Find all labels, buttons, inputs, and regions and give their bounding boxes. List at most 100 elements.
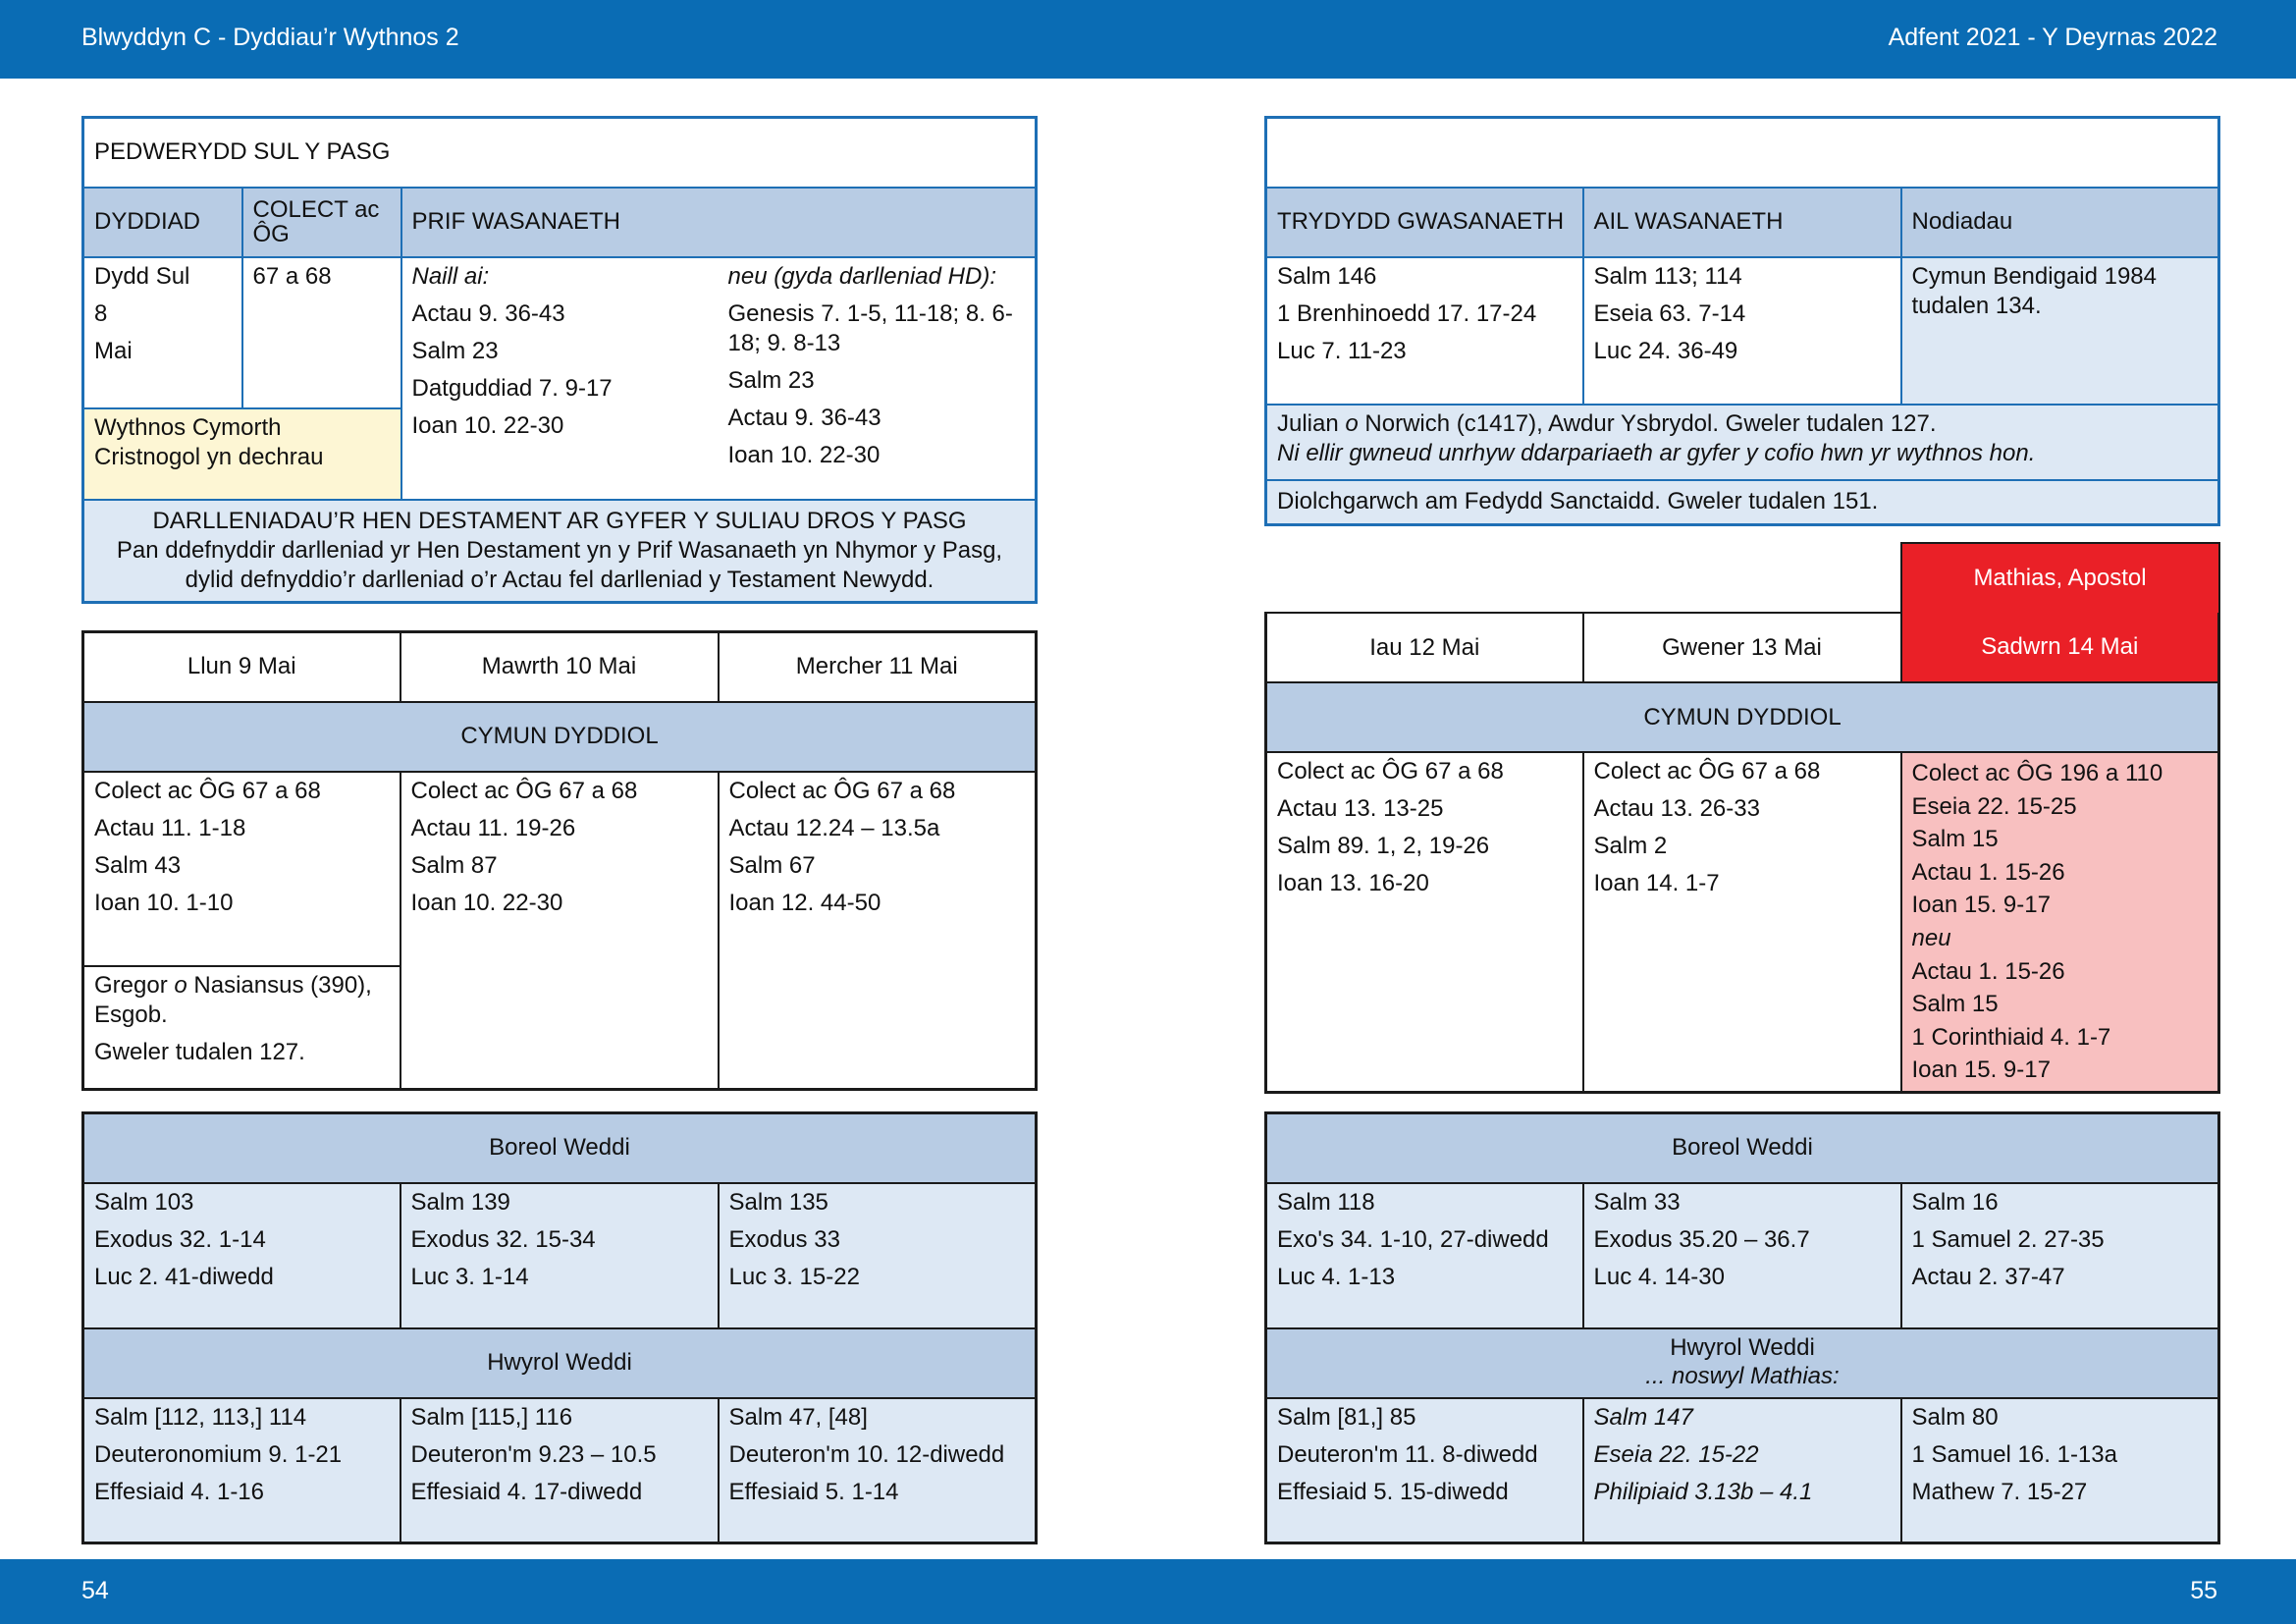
col-dyddiad: DYDDIAD: [81, 186, 243, 258]
office-cell: Salm [112, 113,] 114 Deuteronomium 9. 1-…: [81, 1396, 401, 1544]
office-cell: Salm 118 Exo's 34. 1-10, 27-diwedd Luc 4…: [1264, 1181, 1584, 1329]
cymun-cell: Colect ac ÔG 67 a 68 Actau 13. 13-25 Sal…: [1264, 750, 1584, 1094]
reading: Exo's 34. 1-10, 27-diwedd: [1277, 1225, 1549, 1253]
sunday-title: PEDWERYDD SUL Y PASG: [81, 116, 1038, 189]
reading: Colect ac ÔG 67 a 68: [410, 777, 638, 804]
cymun-cell: Colect ac ÔG 67 a 68 Actau 13. 26-33 Sal…: [1581, 750, 1902, 1094]
reading: Salm 23: [411, 337, 499, 364]
col-prif-wasanaeth: PRIF WASANAETH: [400, 186, 1038, 258]
office-cell: Salm 16 1 Samuel 2. 27-35 Actau 2. 37-47: [1899, 1181, 2220, 1329]
date-line: 8: [94, 299, 108, 327]
reading: Eseia 63. 7-14: [1593, 299, 1746, 327]
reading: Actau 13. 13-25: [1277, 795, 1444, 822]
reading: Colect ac ÔG 67 a 68: [728, 777, 956, 804]
reading: Exodus 32. 15-34: [410, 1225, 596, 1253]
boreol-weddi-title: Boreol Weddi: [1264, 1111, 2220, 1184]
trydydd-cell: Salm 146 1 Brenhinoedd 17. 17-24 Luc 7. …: [1264, 255, 1584, 406]
reading: Colect ac ÔG 67 a 68: [94, 777, 321, 804]
reading: Effesiaid 4. 1-16: [94, 1478, 265, 1505]
ail-cell: Salm 113; 114 Eseia 63. 7-14 Luc 24. 36-…: [1581, 255, 1902, 406]
colect-cell: 67 a 68: [240, 255, 402, 409]
sunday-title-right: [1264, 116, 2220, 189]
office-cell: Salm 47, [48] Deuteron'm 10. 12-diwedd E…: [717, 1396, 1038, 1544]
reading: Luc 2. 41-diwedd: [94, 1263, 274, 1290]
hwyrol-weddi-header: Hwyrol Weddi ... noswyl Mathias:: [1264, 1326, 2220, 1399]
reading: Salm 33: [1593, 1188, 1681, 1216]
reading: Deuteron'm 11. 8-diwedd: [1277, 1440, 1538, 1468]
date-line: Dydd Sul: [94, 262, 190, 290]
reading: Salm 135: [728, 1188, 828, 1216]
reading: Salm 15: [1911, 991, 1999, 1018]
page-number-left: 54: [81, 1577, 109, 1604]
reading: Ioan 14. 1-7: [1593, 870, 1720, 896]
office-cell-eve: Salm 147 Eseia 22. 15-22 Philipiaid 3.13…: [1581, 1396, 1902, 1544]
office-cell: Salm [115,] 116 Deuteron'm 9.23 – 10.5 E…: [399, 1396, 720, 1544]
col-colect: COLECT ac ÔG: [240, 186, 402, 258]
sunday-table-left: PEDWERYDD SUL Y PASG DYDDIAD COLECT ac Ô…: [81, 116, 1038, 604]
feast-label: Mathias, Apostol: [1899, 542, 2220, 613]
reading: Salm 2: [1593, 833, 1668, 859]
reading: Deuteron'm 10. 12-diwedd: [728, 1440, 1005, 1468]
day-heading: Mawrth 10 Mai: [399, 630, 720, 703]
reading: Salm 103: [94, 1188, 194, 1216]
reading: Ioan 15. 9-17: [1911, 1056, 2051, 1084]
reading: Ioan 10. 1-10: [94, 889, 234, 916]
weekday-table-left: Llun 9 Mai Mawrth 10 Mai Mercher 11 Mai …: [81, 630, 1038, 1091]
hwyrol-weddi-title: Hwyrol Weddi: [81, 1326, 1038, 1399]
reading: Luc 24. 36-49: [1593, 337, 1738, 364]
reading: Actau 11. 1-18: [94, 814, 246, 841]
reading: Luc 7. 11-23: [1277, 337, 1407, 364]
hwyrol-weddi-subtitle: ... noswyl Mathias:: [1645, 1363, 1840, 1389]
header-right: Adfent 2021 - Y Deyrnas 2022: [1888, 24, 2217, 51]
reading: Salm 113; 114: [1593, 262, 1742, 290]
cymun-cell: Colect ac ÔG 67 a 68 Actau 11. 1-18 Salm…: [81, 770, 401, 967]
reading: Actau 1. 15-26: [1911, 957, 2065, 985]
reading: Colect ac ÔG 196 a 110: [1911, 760, 2163, 786]
reading: 1 Samuel 16. 1-13a: [1911, 1440, 2117, 1468]
naill-ai-cell: Naill ai: Actau 9. 36-43 Salm 23 Datgudd…: [400, 255, 719, 501]
reading: Salm 146: [1277, 262, 1377, 290]
reading: Salm 118: [1277, 1188, 1375, 1216]
footer-band: 54 55: [0, 1559, 2296, 1624]
reading: Deuteronomium 9. 1-21: [94, 1440, 343, 1468]
naill-ai-label: Naill ai:: [411, 262, 490, 290]
reading: 1 Corinthiaid 4. 1-7: [1911, 1023, 2111, 1051]
day-heading: Iau 12 Mai: [1264, 612, 1584, 683]
reading: Actau 2. 37-47: [1911, 1263, 2065, 1290]
julian-warning: Ni ellir gwneud unrhyw ddarpariaeth ar g…: [1277, 439, 2036, 466]
hwyrol-weddi-title: Hwyrol Weddi: [1670, 1334, 1815, 1362]
reading: Salm 87: [410, 851, 498, 879]
cymun-cell: Colect ac ÔG 67 a 68 Actau 11. 19-26 Sal…: [399, 770, 720, 1091]
reading: Ioan 10. 22-30: [410, 889, 563, 916]
weekday-table-right: Mathias, Apostol Iau 12 Mai Gwener 13 Ma…: [1264, 542, 2220, 1094]
reading: Ioan 12. 44-50: [728, 889, 881, 916]
reading: Eseia 22. 15-25: [1911, 792, 2077, 820]
reading: Exodus 35.20 – 36.7: [1593, 1225, 1810, 1253]
nodiadau-cell: Cymun Bendigaid 1984 tudalen 134.: [1899, 255, 2220, 406]
julian-note: Julian o Norwich (c1417), Awdur Ysbrydol…: [1264, 403, 2220, 481]
julian-title: Julian o Norwich (c1417), Awdur Ysbrydol…: [1277, 409, 1937, 437]
reading: Salm [115,] 116: [410, 1403, 573, 1431]
diolchgarwch-note: Diolchgarwch am Fedydd Sanctaidd. Gweler…: [1264, 478, 2220, 526]
reading: Effesiaid 4. 17-diwedd: [410, 1478, 643, 1505]
ot-readings-note: DARLLENIADAU’R HEN DESTAMENT AR GYFER Y …: [81, 498, 1038, 603]
reading: Datguddiad 7. 9-17: [411, 374, 613, 402]
day-heading: Mercher 11 Mai: [717, 630, 1038, 703]
reading: Luc 3. 15-22: [728, 1263, 860, 1290]
reading: Salm 16: [1911, 1188, 1999, 1216]
commemoration-cell: Gregor o Nasiansus (390), Esgob. Gweler …: [81, 964, 401, 1091]
reading: Luc 4. 14-30: [1593, 1263, 1725, 1290]
reading: Ioan 10. 22-30: [727, 441, 881, 468]
christian-aid-note: Wythnos Cymorth Cristnogol yn dechrau: [81, 406, 402, 501]
reading: Deuteron'm 9.23 – 10.5: [410, 1440, 657, 1468]
reading: Luc 3. 1-14: [410, 1263, 529, 1290]
reading: Salm 15: [1911, 826, 1999, 853]
reading: 1 Samuel 2. 27-35: [1911, 1225, 2105, 1253]
cymun-cell: Colect ac ÔG 67 a 68 Actau 12.24 – 13.5a…: [717, 770, 1038, 1091]
page-number-right: 55: [2190, 1577, 2217, 1604]
reading: Salm 47, [48]: [728, 1403, 868, 1431]
reading: Effesiaid 5. 1-14: [728, 1478, 899, 1505]
neu-label: neu (gyda darlleniad HD):: [727, 262, 996, 290]
reading: Ioan 10. 22-30: [411, 411, 564, 439]
reading: Actau 1. 15-26: [1911, 858, 2065, 886]
